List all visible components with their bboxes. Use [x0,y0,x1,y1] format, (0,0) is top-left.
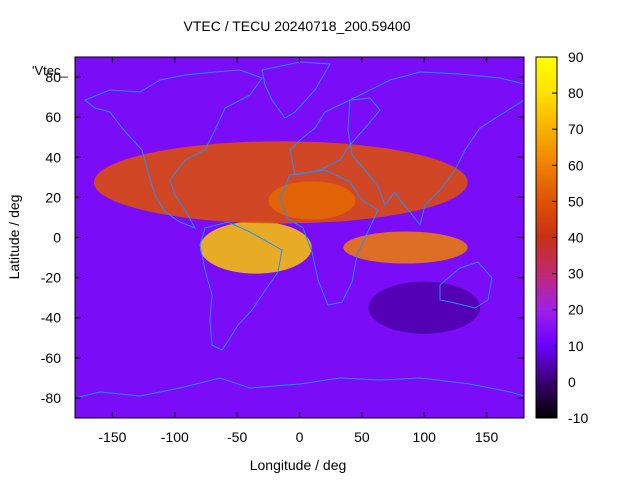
x-tick-label: -50 [227,429,247,445]
heatmap-region-1 [199,221,312,274]
heatmap-cells [93,141,481,334]
colorbar-tick-label: 90 [568,49,584,65]
y-tick-label: 0 [53,230,61,246]
y-tick-label: -40 [41,310,61,326]
y-tick-label: -80 [41,390,61,406]
colorbar-tick-label: 10 [568,338,584,354]
x-tick-label: 150 [475,429,499,445]
coastline-north-america [84,69,263,229]
heatmap-region-2 [343,231,468,264]
colorbar-tick-label: 60 [568,157,584,173]
y-axis-ticks: -80 -60 -40 -20 0 20 40 60 80 [41,69,524,406]
heatmap-region-3 [93,141,468,224]
colorbar-ticks: -10 0 10 20 30 40 50 60 70 80 90 [552,49,588,426]
y-tick-label: 60 [45,109,61,125]
coastline-south-america [199,221,283,351]
coastlines [75,61,524,399]
colorbar-tick-label: 50 [568,193,584,209]
chart-title: VTEC / TECU 20240718_200.59400 [183,18,410,34]
y-tick-label: -60 [41,350,61,366]
colorbar-tick-label: 80 [568,85,584,101]
colorbar-tick-label: 30 [568,266,584,282]
x-axis-label: Longitude / deg [250,457,347,473]
colorbar-tick-label: -10 [568,410,588,426]
coastline-europe [289,97,381,176]
coastline-antarctica [75,377,524,399]
coastline-greenland [261,61,331,119]
colorbar-tick-label: 20 [568,302,584,318]
colorbar-tick-label: 70 [568,121,584,137]
heatmap [75,57,524,418]
x-tick-label: -150 [98,429,126,445]
colorbar-tick-label: 0 [568,374,576,390]
y-tick-label: 40 [45,149,61,165]
y-tick-label: -20 [41,270,61,286]
y-tick-label: 20 [45,189,61,205]
x-tick-label: 0 [296,429,304,445]
x-tick-label: -100 [161,429,189,445]
coastline-africa [279,169,379,306]
series-key-label: 'Vtec_ [32,63,68,78]
y-tick-label: 80 [45,69,61,85]
coastline-asia [347,71,524,227]
y-axis-label: Latitude / deg [6,195,22,280]
heatmap-region-5 [368,281,481,334]
colorbar-tick-label: 40 [568,230,584,246]
x-tick-label: 50 [354,429,370,445]
x-axis-ticks: -150 -100 -50 0 50 100 150 [98,57,498,445]
x-tick-label: 100 [413,429,437,445]
coastline-australia [439,261,493,309]
